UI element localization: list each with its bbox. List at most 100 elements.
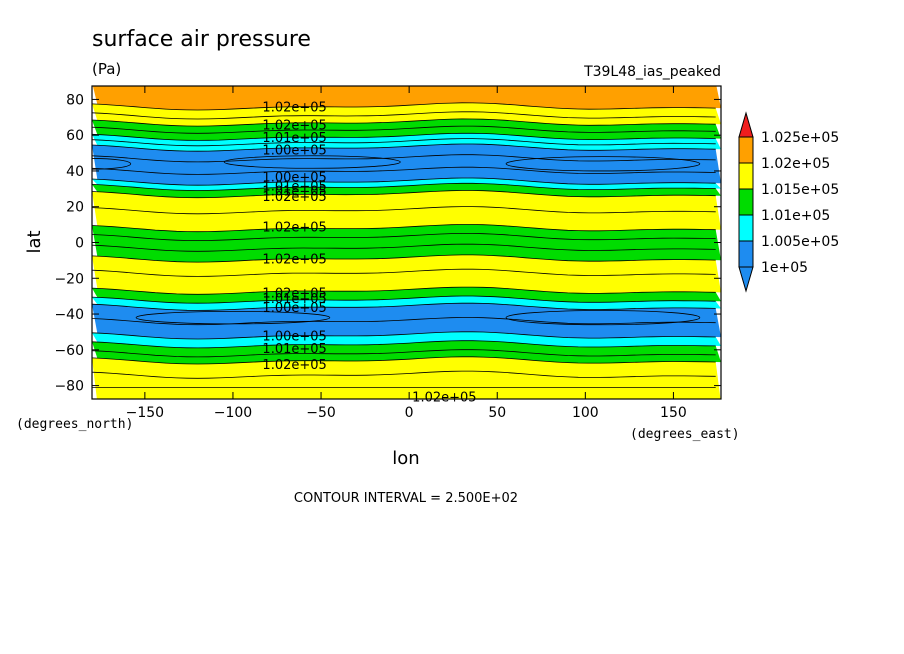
contour-bands: [92, 86, 721, 399]
contour-line-23: [92, 268, 716, 277]
contour-line-9: [92, 286, 716, 295]
low-cell-1: [223, 155, 401, 169]
contour-labels: 1.02e+051.02e+051.01e+051.00e+051.00e+05…: [262, 101, 476, 406]
y-axis-label: lat: [24, 230, 45, 253]
contour-label-2: 1.01e+05: [262, 131, 326, 146]
x-tick-label-5: 100: [572, 405, 599, 421]
y-tick-label-3: −20: [54, 271, 84, 287]
chart-title: surface air pressure: [92, 27, 311, 52]
contour-label-14: 1.01e+05: [262, 342, 326, 357]
contour-label-0: 1.02e+05: [262, 101, 326, 116]
low-cell-4: [505, 310, 701, 326]
band-11: [92, 296, 721, 311]
x-tick-label-4: 50: [488, 405, 506, 421]
x-tick-label-2: −50: [306, 405, 336, 421]
legend-swatch-2: [738, 188, 754, 216]
contour-line-0: [92, 102, 716, 111]
contour-line-26: [92, 370, 716, 379]
contour-line-3: [92, 143, 716, 152]
band-7: [92, 190, 721, 232]
contour-line-16: [92, 125, 716, 134]
contour-line-5: [92, 182, 716, 191]
contour-line-7: [92, 224, 716, 233]
band-13: [92, 331, 721, 348]
y-tick-label-2: −40: [54, 307, 84, 323]
contour-line-1: [92, 118, 716, 127]
contour-line-17: [92, 138, 716, 147]
band-9: [92, 254, 721, 295]
legend-swatch-0: [738, 136, 754, 164]
contour-line-10: [92, 295, 716, 304]
contour-lines: [92, 102, 716, 388]
band-5: [92, 178, 721, 191]
band-2: [92, 118, 721, 141]
y-tick-label-1: −60: [54, 343, 84, 359]
legend-label-2: 1.015e+05: [761, 182, 839, 198]
contour-label-1: 1.02e+05: [262, 118, 326, 133]
contour-label-7: 1.02e+05: [262, 190, 326, 205]
contour-label-16: 1.02e+05: [412, 390, 476, 405]
legend-label-4: 1.005e+05: [761, 234, 839, 250]
legend-label-0: 1.025e+05: [761, 130, 839, 146]
legend-swatch-3: [738, 214, 754, 242]
band-6: [92, 183, 721, 198]
contour-label-9: 1.02e+05: [262, 253, 326, 268]
x-axis-label: lon: [392, 448, 419, 469]
legend-arrow-bottom: [738, 266, 754, 293]
y-tick-label-4: 0: [75, 236, 84, 252]
contour-line-24: [92, 317, 716, 326]
contour-line-25: [92, 349, 716, 358]
legend-label-1: 1.02e+05: [761, 156, 830, 172]
low-cell-0: [92, 158, 132, 170]
contour-line-14: [92, 356, 716, 365]
color-legend: 1.025e+05 1.02e+05 1.015e+05 1.01e+05 1.005e…: [738, 111, 839, 293]
legend-label-3: 1.01e+05: [761, 208, 830, 224]
y-axis-units: (degrees_north): [16, 417, 133, 432]
chart-experiment: T39L48_ias_peaked: [583, 64, 721, 80]
x-axis-ticks: −150 −100 −50 0 50 100 150: [126, 86, 687, 421]
contour-line-18: [92, 154, 716, 163]
band-8: [92, 224, 721, 262]
contour-label-3: 1.00e+05: [262, 143, 326, 158]
band-4: [92, 144, 721, 186]
y-tick-label-7: 60: [66, 128, 84, 144]
contour-label-15: 1.02e+05: [262, 358, 326, 373]
x-tick-label-6: 150: [660, 405, 687, 421]
contour-label-13: 1.00e+05: [262, 330, 326, 345]
band-0: [92, 86, 721, 110]
low-cell-2: [505, 156, 701, 172]
y-tick-label-6: 40: [66, 164, 84, 180]
contour-line-12: [92, 331, 716, 340]
contour-label-4: 1.00e+05: [262, 170, 326, 185]
legend-swatch-4: [738, 240, 754, 268]
x-tick-label-3: 0: [405, 405, 414, 421]
band-12: [92, 303, 721, 339]
contour-line-4: [92, 177, 716, 186]
y-tick-label-8: 80: [66, 92, 84, 108]
y-tick-label-5: 20: [66, 200, 84, 216]
contour-label-11: 1.01e+05: [262, 292, 326, 307]
y-axis-ticks: −80 −60 −40 −20 0 20 40 60 80: [54, 92, 721, 395]
contour-line-15: [92, 111, 716, 120]
legend-swatch-1: [738, 162, 754, 190]
contour-label-8: 1.02e+05: [262, 220, 326, 235]
band-3: [92, 133, 721, 152]
contour-label-6: 1.01e+05: [262, 185, 326, 200]
contour-line-21: [92, 233, 716, 242]
band-10: [92, 287, 721, 304]
contour-label-12: 1.00e+05: [262, 301, 326, 316]
contour-line-20: [92, 206, 716, 215]
y-tick-label-0: −80: [54, 379, 84, 395]
contour-line-22: [92, 243, 716, 252]
contour-label-10: 1.02e+05: [262, 287, 326, 302]
contour-line-8: [92, 254, 716, 263]
contour-line-2: [92, 132, 716, 141]
legend-label-5: 1e+05: [761, 260, 808, 276]
x-tick-label-1: −100: [214, 405, 252, 421]
contour-line-13: [92, 340, 716, 349]
x-axis-units: (degrees_east): [630, 427, 740, 442]
legend-arrow-top: [738, 111, 754, 138]
contour-interval-note: CONTOUR INTERVAL = 2.500E+02: [294, 491, 518, 506]
contour-label-5: 1.01e+05: [262, 179, 326, 194]
